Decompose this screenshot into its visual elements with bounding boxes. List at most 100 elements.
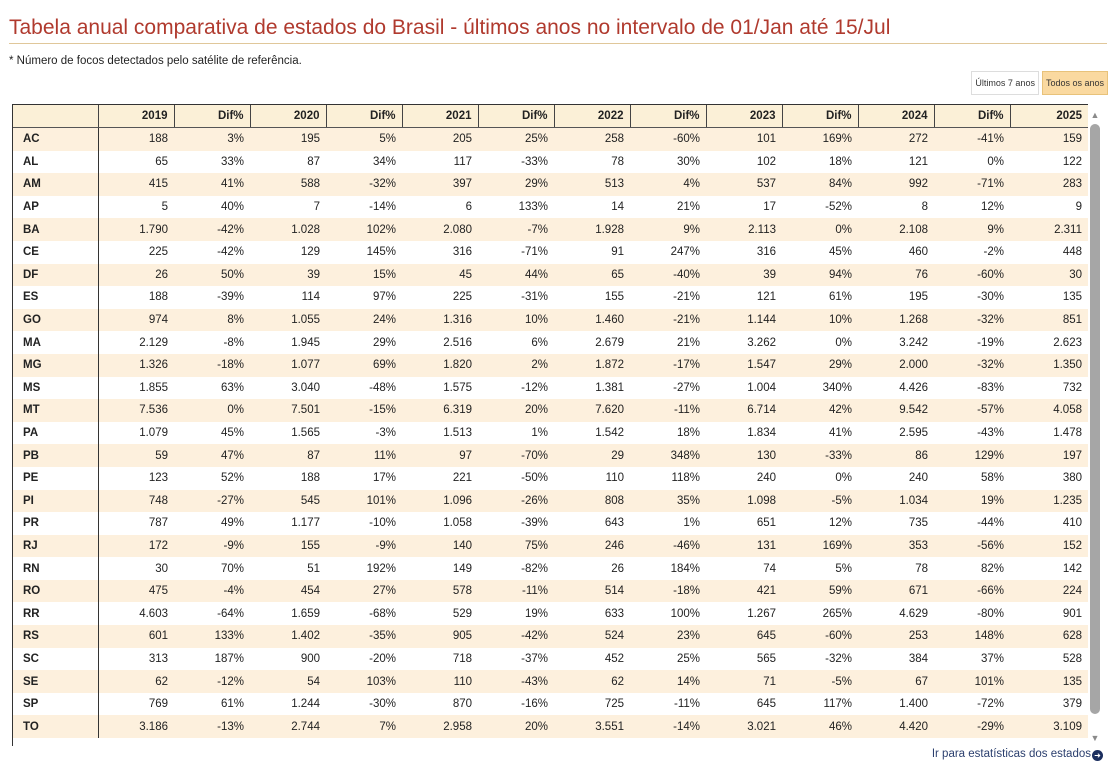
table-cell: 1.478 [1010, 421, 1088, 445]
table-cell: 30 [98, 557, 174, 580]
table-cell: 50% [174, 263, 250, 287]
table-cell: 20% [478, 399, 554, 422]
table-cell: 45% [782, 240, 858, 264]
table-cell: 19% [934, 489, 1010, 513]
table-cell: -32% [934, 353, 1010, 377]
table-cell: 2.108 [858, 218, 934, 241]
table-cell: 65 [554, 263, 630, 287]
state-code-cell: MS [13, 376, 99, 400]
table-cell: 87 [250, 444, 326, 467]
table-cell: 3.262 [706, 331, 782, 354]
table-cell: 40% [174, 195, 250, 219]
table-cell: 272 [858, 127, 934, 151]
scroll-down-arrow-icon[interactable]: ▼ [1090, 733, 1100, 743]
state-code-cell: GO [13, 308, 99, 332]
table-row: PE 123 52% 188 17% 221 -50% 110 118% 240 0% 240 58% 3… [13, 466, 1088, 490]
table-cell: 121 [858, 150, 934, 174]
table-cell: -40% [630, 263, 706, 287]
table-cell: 78 [858, 557, 934, 580]
table-cell: -52% [782, 195, 858, 219]
table-cell: 35% [630, 489, 706, 513]
table-cell: 188 [250, 466, 326, 490]
scroll-up-arrow-icon[interactable]: ▲ [1090, 110, 1100, 120]
table-cell: 3.551 [554, 715, 630, 739]
table-row: RR 4.603 -64% 1.659 -68% 529 19% 633 100% 1.267 26… [13, 602, 1088, 626]
table-cell: 121 [706, 286, 782, 309]
table-cell: 187% [174, 647, 250, 671]
table-cell: 145% [326, 240, 402, 264]
table-cell: 45% [174, 421, 250, 445]
table-cell: -27% [630, 376, 706, 400]
table-cell: 3% [174, 127, 250, 151]
table-cell: -14% [630, 715, 706, 739]
table-cell: 316 [402, 240, 478, 264]
table-cell: 39 [706, 263, 782, 287]
table-cell: -2% [934, 240, 1010, 264]
table-cell: -32% [782, 647, 858, 671]
table-cell: 19% [478, 602, 554, 626]
table-cell: 63% [174, 376, 250, 400]
table-cell: 9% [630, 218, 706, 241]
table-cell: 123 [98, 466, 174, 490]
table-cell: 735 [858, 512, 934, 535]
state-statistics-link[interactable]: Ir para estatísticas dos estados ➜ [932, 748, 1103, 761]
table-cell: 1.096 [402, 489, 478, 513]
comparison-table: 2019 Dif% 2020 Dif% 2021 Dif% 2022 Dif% 2023 Dif%… [13, 105, 1088, 739]
table-header: 2019 Dif% 2020 Dif% 2021 Dif% 2022 Dif% 2023 Dif%… [13, 105, 1088, 128]
table-cell: -30% [934, 286, 1010, 309]
table-cell: 1.177 [250, 512, 326, 535]
tab-last-7-years[interactable]: Últimos 7 anos [971, 71, 1039, 95]
table-cell: -30% [326, 692, 402, 716]
table-cell: 529 [402, 602, 478, 626]
table-cell: 851 [1010, 308, 1088, 332]
table-cell: 1.565 [250, 421, 326, 445]
table-row: MS 1.855 63% 3.040 -48% 1.575 -12% 1.381 -27% 1.0… [13, 376, 1088, 400]
table-cell: 18% [630, 421, 706, 445]
table-cell: 787 [98, 512, 174, 535]
table-cell: 29% [478, 173, 554, 196]
table-cell: 410 [1010, 512, 1088, 535]
table-cell: -7% [478, 218, 554, 241]
table-cell: 29 [554, 444, 630, 467]
table-cell: 1.928 [554, 218, 630, 241]
table-cell: -83% [934, 376, 1010, 400]
table-cell: 808 [554, 489, 630, 513]
table-cell: -33% [782, 444, 858, 467]
table-cell: 545 [250, 489, 326, 513]
table-cell: -48% [326, 376, 402, 400]
table-cell: 3.186 [98, 715, 174, 739]
table-cell: 91 [554, 240, 630, 264]
table-row: PA 1.079 45% 1.565 -3% 1.513 1% 1.542 18% 1.834 41… [13, 421, 1088, 445]
table-cell: -9% [174, 534, 250, 558]
vertical-scrollbar[interactable]: ▲ ▼ [1089, 110, 1101, 743]
tab-all-years[interactable]: Todos os anos [1041, 71, 1108, 95]
table-cell: 1.855 [98, 376, 174, 400]
table-cell: -80% [934, 602, 1010, 626]
table-cell: -3% [326, 421, 402, 445]
table-cell: -68% [326, 602, 402, 626]
table-cell: -72% [934, 692, 1010, 716]
state-code-cell: BA [13, 218, 99, 241]
table-row: SP 769 61% 1.244 -30% 870 -16% 725 -11% 645 117% 1.… [13, 692, 1088, 716]
scrollbar-thumb[interactable] [1090, 124, 1100, 714]
table-cell: -10% [326, 512, 402, 535]
table-cell: 1.381 [554, 376, 630, 400]
table-cell: -37% [478, 647, 554, 671]
table-cell: -16% [478, 692, 554, 716]
table-cell: 129 [250, 240, 326, 264]
table-cell: -82% [478, 557, 554, 580]
table-cell: 588 [250, 173, 326, 196]
table-cell: -46% [630, 534, 706, 558]
table-cell: -71% [934, 173, 1010, 196]
table-cell: -29% [934, 715, 1010, 739]
table-cell: 44% [478, 263, 554, 287]
table-cell: 65 [98, 150, 174, 174]
table-cell: 58% [934, 466, 1010, 490]
table-cell: -5% [782, 489, 858, 513]
table-cell: -43% [478, 670, 554, 693]
table-cell: 4% [630, 173, 706, 196]
table-row: RO 475 -4% 454 27% 578 -11% 514 -18% 421 59% 671 -66… [13, 579, 1088, 603]
state-code-cell: AC [13, 127, 99, 151]
table-cell: 76 [858, 263, 934, 287]
table-cell: -64% [174, 602, 250, 626]
